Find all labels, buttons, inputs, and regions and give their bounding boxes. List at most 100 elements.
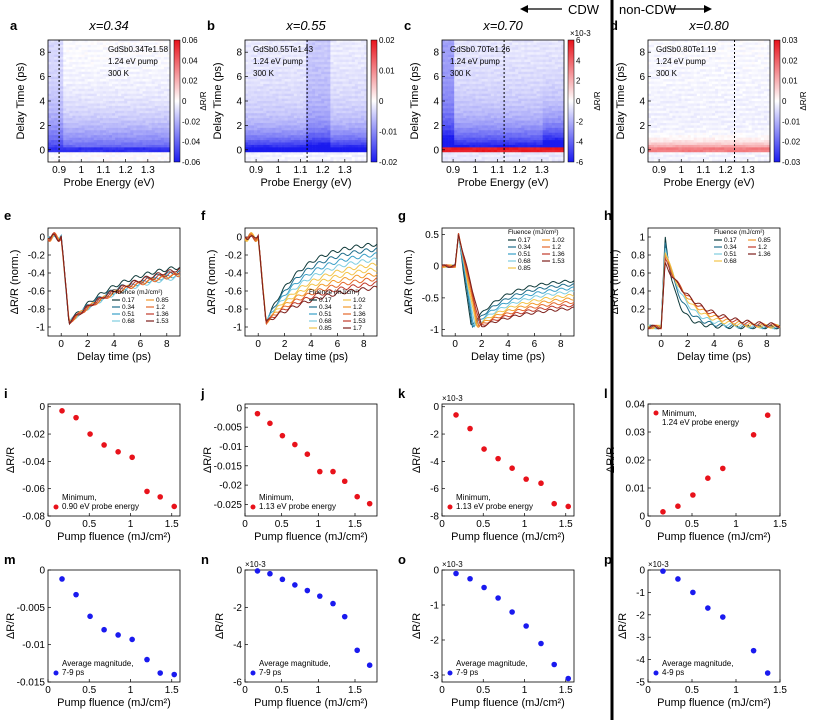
heatmap-cell bbox=[451, 140, 455, 143]
heatmap-cell bbox=[251, 79, 255, 82]
heatmap-cell bbox=[457, 152, 461, 155]
heatmap-cell bbox=[357, 120, 362, 124]
heatmap-cell bbox=[84, 127, 88, 131]
heatmap-cell bbox=[96, 81, 101, 85]
heatmap-cell bbox=[163, 127, 168, 131]
heatmap-cell bbox=[115, 154, 119, 158]
heatmap-cell bbox=[115, 98, 119, 102]
heatmap-cell bbox=[351, 69, 356, 73]
heatmap-cell bbox=[142, 108, 146, 112]
heatmap-cell bbox=[157, 115, 162, 119]
heatmap-cell bbox=[457, 54, 461, 58]
heatmap-cell bbox=[287, 147, 292, 151]
heatmap-cell bbox=[84, 57, 88, 60]
heatmap-cell bbox=[48, 93, 52, 97]
heatmap-cell bbox=[342, 81, 346, 85]
heatmap-cell bbox=[339, 127, 343, 131]
heatmap-cell bbox=[321, 125, 325, 129]
heatmap-cell bbox=[324, 71, 328, 75]
heatmap-cell bbox=[60, 125, 64, 129]
heatmap-cell bbox=[263, 40, 267, 43]
heatmap-cell bbox=[330, 132, 334, 136]
heatmap-cell bbox=[166, 140, 171, 143]
heatmap-cell bbox=[318, 93, 322, 97]
heatmap-cell bbox=[154, 71, 159, 75]
heatmap-cell bbox=[275, 93, 279, 97]
heatmap-cell bbox=[330, 47, 334, 51]
heatmap-cell bbox=[96, 88, 101, 92]
heatmap-cell bbox=[96, 135, 101, 138]
heatmap-cell bbox=[290, 115, 295, 119]
heatmap-cell bbox=[469, 120, 473, 124]
heatmap-cell bbox=[293, 59, 298, 63]
heatmap-cell bbox=[254, 105, 258, 109]
heatmap-cell bbox=[84, 157, 88, 160]
heatmap-cell bbox=[478, 57, 482, 60]
heatmap-cell bbox=[460, 69, 464, 73]
heatmap-cell bbox=[284, 137, 288, 141]
heatmap-cell bbox=[257, 79, 261, 82]
heatmap-cell bbox=[315, 74, 319, 77]
heatmap-cell bbox=[105, 52, 110, 55]
heatmap-cell bbox=[321, 118, 325, 121]
heatmap-cell bbox=[490, 118, 495, 121]
heatmap-cell bbox=[245, 159, 249, 163]
heatmap-cell bbox=[78, 93, 82, 97]
y-tick-label: 2 bbox=[236, 121, 242, 132]
heatmap-cell bbox=[75, 127, 79, 131]
heatmap-cell bbox=[66, 140, 70, 143]
heatmap-cell bbox=[142, 64, 146, 68]
heatmap-cell bbox=[357, 144, 362, 148]
heatmap-cell bbox=[478, 122, 482, 126]
heatmap-cell bbox=[487, 120, 492, 124]
heatmap-cell bbox=[63, 81, 67, 85]
heatmap-cell bbox=[139, 118, 143, 121]
heatmap-cell bbox=[454, 44, 458, 48]
heatmap-cell bbox=[354, 157, 359, 160]
heatmap-cell bbox=[163, 110, 168, 114]
heatmap-cell bbox=[321, 154, 325, 158]
heatmap-cell bbox=[245, 127, 249, 131]
heatmap-cell bbox=[72, 125, 76, 129]
heatmap-cell bbox=[127, 122, 131, 126]
heatmap-cell bbox=[102, 69, 107, 73]
heatmap-cell bbox=[266, 122, 270, 126]
heatmap-cell bbox=[93, 86, 98, 90]
heatmap-cell bbox=[84, 144, 88, 148]
heatmap-cell bbox=[96, 76, 101, 80]
heatmap-cell bbox=[263, 57, 267, 60]
heatmap-cell bbox=[290, 159, 295, 163]
heatmap-cell bbox=[281, 98, 285, 102]
heatmap-cell bbox=[278, 115, 282, 119]
heatmap-cell bbox=[309, 49, 313, 53]
heatmap-cell bbox=[327, 113, 331, 116]
heatmap-cell bbox=[93, 118, 98, 121]
heatmap-cell bbox=[118, 144, 122, 148]
heatmap-cell bbox=[121, 137, 125, 141]
heatmap-cell bbox=[287, 98, 292, 102]
heatmap-cell bbox=[124, 105, 128, 109]
heatmap-cell bbox=[251, 122, 255, 126]
heatmap-cell bbox=[472, 52, 476, 55]
heatmap-cell bbox=[115, 137, 119, 141]
heatmap-cell bbox=[442, 81, 446, 85]
heatmap-cell bbox=[351, 130, 356, 134]
heatmap-cell bbox=[245, 140, 249, 143]
heatmap-cell bbox=[109, 66, 113, 70]
heatmap-cell bbox=[257, 52, 261, 55]
heatmap-cell bbox=[324, 40, 328, 43]
heatmap-cell bbox=[357, 64, 362, 68]
heatmap-cell bbox=[306, 69, 310, 73]
heatmap-cell bbox=[478, 144, 482, 148]
heatmap-cell bbox=[442, 86, 446, 90]
heatmap-cell bbox=[130, 54, 134, 58]
heatmap-cell bbox=[263, 154, 267, 158]
heatmap-cell bbox=[360, 61, 365, 65]
heatmap-cell bbox=[75, 93, 79, 97]
heatmap-cell bbox=[66, 130, 70, 134]
heatmap-cell bbox=[127, 105, 131, 109]
heatmap-cell bbox=[148, 96, 152, 99]
heatmap-cell bbox=[127, 125, 131, 129]
heatmap-cell bbox=[306, 140, 310, 143]
heatmap-cell bbox=[306, 135, 310, 138]
